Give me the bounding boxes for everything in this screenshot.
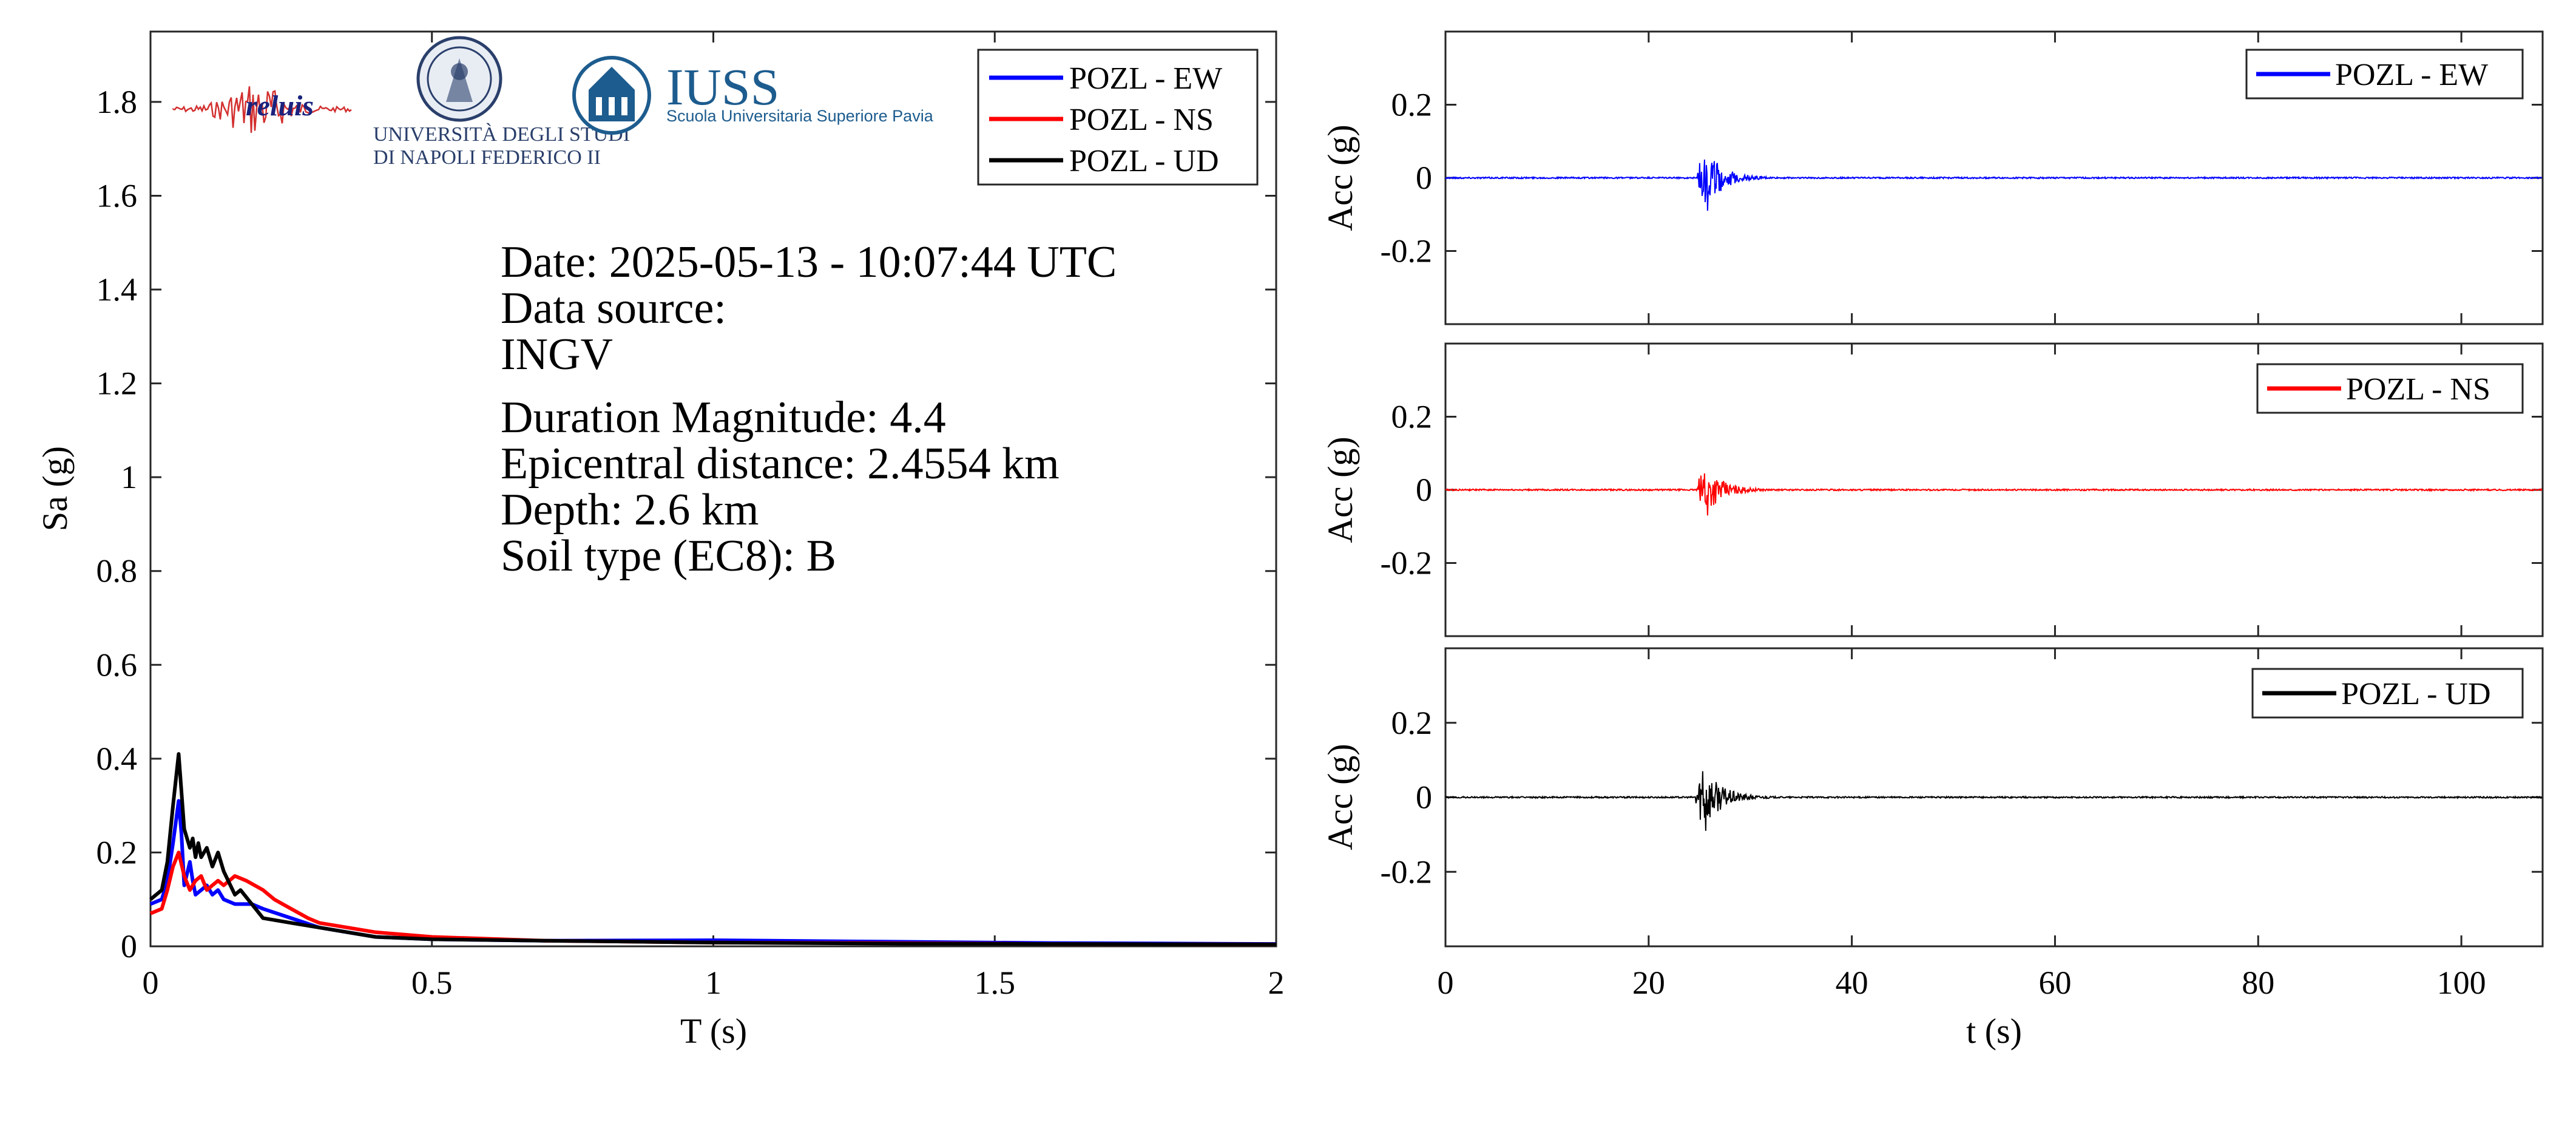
- duration-magnitude: Duration Magnitude: 4.4: [501, 393, 946, 443]
- accelerogram-ew-panel: -0.2 0 0.2 Acc (g) POZL - EW: [1320, 30, 2544, 325]
- spectrum-ticks: 0 0.5 1 1.5 2 0 0.2 0.4 0.6 0.8 1 1.2 1.4 1.6 1.8: [96, 32, 1285, 1001]
- unina-logo-line1: UNIVERSITÀ DEGLI STUDI: [373, 123, 630, 146]
- data-source-label: Data source:: [501, 283, 726, 333]
- accelerogram-ew-ylabel: Acc (g): [1320, 124, 1360, 231]
- accelerogram-ew-trace: [1445, 159, 2543, 211]
- spectrum-xlabel: T (s): [680, 1011, 747, 1051]
- event-info: Date: 2025-05-13 - 10:07:44 UTC Data sou…: [501, 237, 1117, 581]
- accelerogram-ytick-label: 0: [1416, 472, 1432, 508]
- accelerogram-ytick-label: 0: [1416, 160, 1432, 196]
- depth: Depth: 2.6 km: [501, 485, 759, 535]
- spectrum-legend-ud: POZL - UD: [1069, 144, 1219, 178]
- data-source: INGV: [501, 330, 613, 379]
- accelerogram-ew-ticks: -0.2 0 0.2: [1381, 32, 2543, 324]
- soil-type: Soil type (EC8): B: [501, 531, 836, 581]
- reluis-wave-path: [172, 86, 352, 133]
- spectrum-ytick-label: 0.8: [96, 553, 138, 589]
- spectrum-legend-ew: POZL - EW: [1069, 61, 1222, 96]
- spectrum-ytick-label: 1.4: [96, 271, 138, 308]
- accelerogram-xtick-label: 80: [2242, 965, 2274, 1001]
- accelerogram-ns-ticks: -0.2 0 0.2: [1381, 344, 2543, 636]
- spectrum-xtick-label: 1: [705, 965, 722, 1001]
- unina-logo-line2: DI NAPOLI FEDERICO II: [373, 146, 601, 169]
- spectrum-ytick-label: 1.8: [96, 84, 138, 120]
- reluis-logo-text: reluis: [246, 90, 314, 122]
- accelerogram-ytick-label: -0.2: [1381, 233, 1432, 270]
- iuss-logo: IUSS Scuola Universitaria Superiore Pavi…: [572, 56, 934, 135]
- spectrum-ytick-label: 1.2: [96, 365, 138, 402]
- accelerogram-ud-legend-label: POZL - UD: [2341, 677, 2491, 711]
- spectrum-legend: POZL - EW POZL - NS POZL - UD: [977, 49, 1259, 186]
- spectrum-ytick-label: 0: [121, 928, 137, 965]
- accelerogram-ew-legend-label: POZL - EW: [2335, 58, 2488, 92]
- spectrum-ytick-label: 0.2: [96, 834, 138, 870]
- accelerogram-xtick-label: 40: [1836, 965, 1868, 1001]
- accelerogram-xtick-label: 20: [1632, 965, 1665, 1001]
- accelerogram-xtick-label: 100: [2437, 965, 2486, 1001]
- accelerogram-ytick-label: 0.2: [1391, 87, 1433, 123]
- accelerogram-ytick-label: 0: [1416, 779, 1432, 816]
- accelerogram-ud-trace: [1445, 771, 2543, 831]
- spectrum-ytick-label: 1.6: [96, 177, 138, 214]
- spectrum-ytick-label: 1: [121, 459, 137, 495]
- accelerogram-xlabel: t (s): [1966, 1011, 2022, 1051]
- accelerogram-ns-panel: -0.2 0 0.2 Acc (g) POZL - NS: [1320, 342, 2544, 637]
- accelerogram-ns-ylabel: Acc (g): [1320, 436, 1360, 543]
- spectrum-legend-ns: POZL - NS: [1069, 103, 1214, 137]
- accelerogram-ns-legend-label: POZL - NS: [2346, 372, 2490, 407]
- accelerogram-ytick-label: 0.2: [1391, 705, 1433, 741]
- spectrum-panel: 0 0.5 1 1.5 2 0 0.2 0.4 0.6 0.8 1 1.2 1.4 1.6 1.8 T (s…: [35, 30, 1285, 1051]
- epicentral-distance: Epicentral distance: 2.4554 km: [501, 439, 1060, 489]
- iuss-logo-subtitle: Scuola Universitaria Superiore Pavia: [666, 107, 934, 125]
- spectrum-line-ud: [149, 752, 1277, 946]
- spectrum-xtick-label: 2: [1268, 965, 1285, 1001]
- accelerogram-xtick-label: 60: [2038, 965, 2071, 1001]
- reluis-logo: reluis: [172, 86, 352, 133]
- accelerogram-ud-ylabel: Acc (g): [1320, 744, 1360, 850]
- accelerogram-ytick-label: -0.2: [1381, 545, 1432, 582]
- spectrum-ytick-label: 0.4: [96, 741, 138, 777]
- spectrum-xtick-label: 0: [143, 965, 159, 1001]
- event-date: Date: 2025-05-13 - 10:07:44 UTC: [501, 237, 1117, 287]
- accelerogram-xtick-label: 0: [1438, 965, 1454, 1001]
- spectrum-xtick-label: 1.5: [975, 965, 1016, 1001]
- accelerogram-ud-panel: -0.2 0 0.2 0 20 40 60 80 100 Acc (g) POZL - UD t…: [1320, 647, 2544, 1051]
- spectrum-xtick-label: 0.5: [411, 965, 453, 1001]
- iuss-logo-name: IUSS: [666, 58, 779, 116]
- accelerogram-ytick-label: 0.2: [1391, 399, 1433, 435]
- unina-logo: UNIVERSITÀ DEGLI STUDI DI NAPOLI FEDERIC…: [373, 36, 630, 169]
- accelerogram-ns-trace: [1445, 473, 2543, 516]
- accelerogram-ud-ticks: -0.2 0 0.2 0 20 40 60 80 100: [1381, 648, 2543, 1001]
- spectrum-ylabel: Sa (g): [35, 446, 75, 531]
- reluis-wave-icon: [172, 86, 352, 133]
- accelerogram-ytick-label: -0.2: [1381, 853, 1432, 890]
- spectrum-ytick-label: 0.6: [96, 646, 138, 683]
- spectrum-lines: [149, 752, 1277, 946]
